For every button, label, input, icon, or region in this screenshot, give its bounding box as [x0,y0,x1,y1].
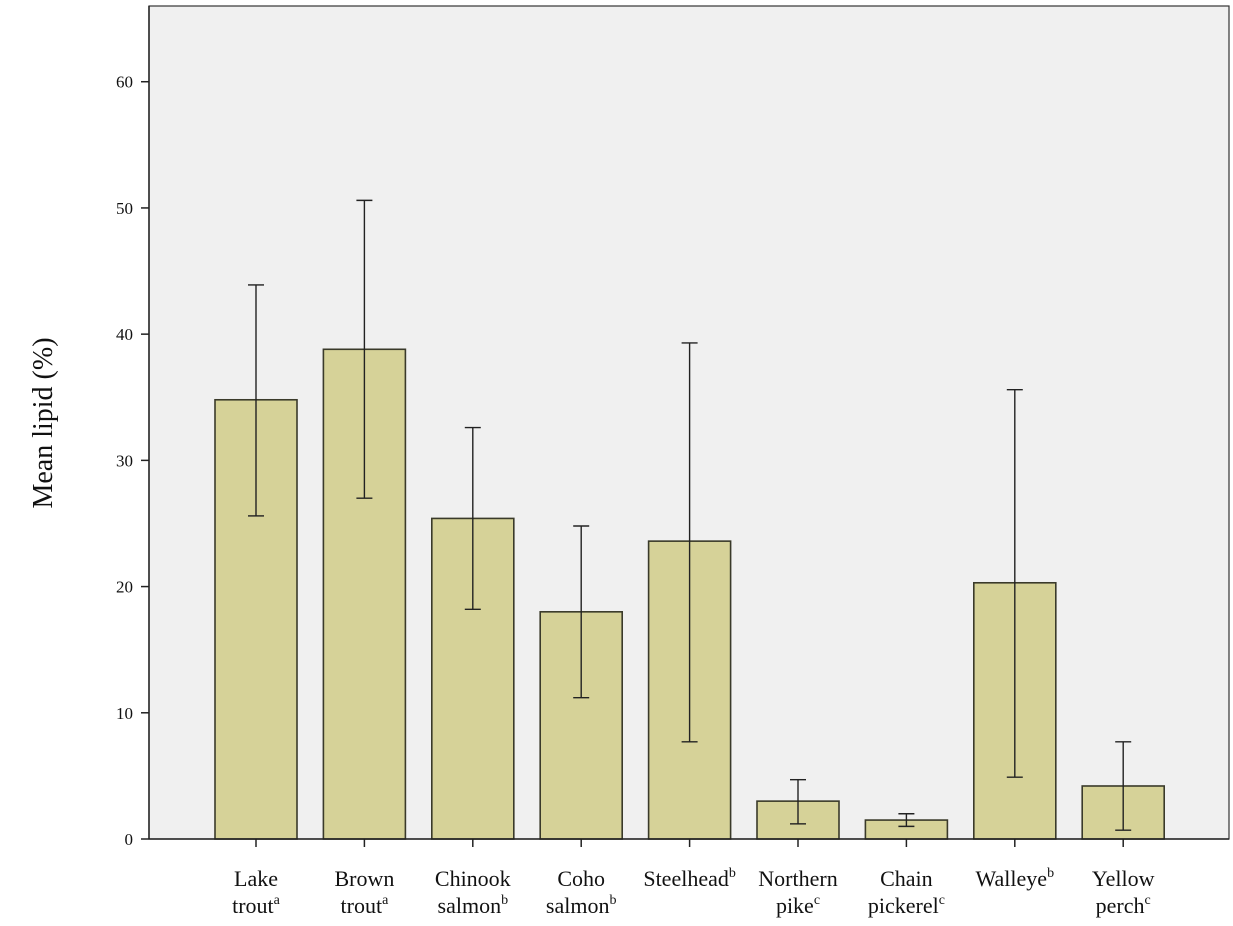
error-bar-0 [248,284,264,517]
error-bar-2 [464,426,481,610]
x-tick-label-2: Chinook salmonb [435,866,511,918]
error-bar-8 [1115,741,1132,831]
y-tick-label-6: 60 [116,73,133,92]
error-bar-3 [573,525,590,699]
y-tick-label-4: 40 [116,325,133,344]
x-tick-label-7: Walleyeb [976,866,1055,891]
bar-2 [430,517,515,840]
x-axis: Lake trouta Brown trouta Chinook salmonb Coho s… [149,838,1229,918]
x-tick-label-6: Chain pickerelc [868,866,945,918]
x-tick-label-0: Lake trouta [232,866,281,918]
y-axis-label: Mean lipid (%) [28,337,59,508]
error-bar-1 [356,199,373,499]
x-tick-label-1: Brown trouta [334,866,394,918]
y-axis: 0 10 20 30 40 50 60 [116,6,150,849]
error-bar-4 [681,342,698,743]
error-bar-5 [790,778,806,825]
x-tick-label-3: Coho salmonb [546,866,617,918]
error-bar-7 [1006,388,1023,778]
x-tick-label-4: Steelheadb [643,866,736,891]
error-bars [248,199,1132,831]
y-tick-label-0: 0 [125,830,134,849]
error-bar-6 [898,813,915,828]
y-tick-label-5: 50 [116,199,133,218]
y-tick-label-3: 30 [116,451,133,470]
x-tick-label-5: Northern pikec [758,866,837,918]
x-tick-label-8: Yellow perchc [1092,866,1155,918]
y-tick-label-2: 20 [116,578,133,597]
y-tick-label-1: 10 [116,704,133,723]
